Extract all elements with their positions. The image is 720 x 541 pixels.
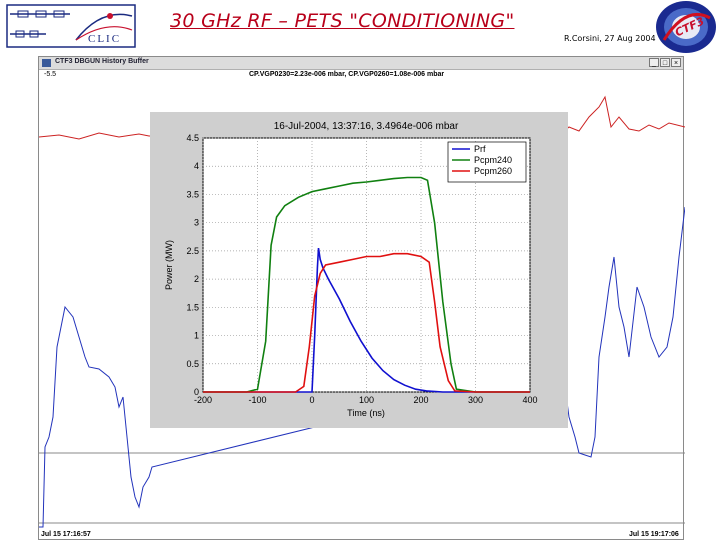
y-tick-label: 3 — [194, 218, 199, 228]
series-line-pcpm240 — [203, 176, 530, 393]
y-tick-label: 2 — [194, 274, 199, 284]
y-tick-label: 4.5 — [186, 133, 199, 143]
x-tick-label: 100 — [359, 395, 374, 405]
scale-value: -5.5 — [44, 71, 57, 78]
y-tick-label: 4 — [194, 161, 199, 171]
x-axis-label: Time (ns) — [347, 408, 385, 418]
red-pressure-trace — [39, 95, 685, 140]
chart-title: 16-Jul-2004, 13:37:16, 3.4964e-006 mbar — [274, 121, 459, 132]
time-end-label: Jul 15 19:17:06 — [629, 531, 679, 538]
clic-logo: CLIC — [6, 4, 136, 48]
close-button[interactable]: × — [671, 58, 681, 67]
history-buffer-window: CTF3 DBGUN History Buffer _ □ × -5.5 CP.… — [38, 56, 685, 540]
legend-entry: Prf — [474, 144, 486, 154]
series-line-prf — [203, 247, 530, 393]
window-titlebar: CTF3 DBGUN History Buffer _ □ × — [39, 57, 683, 70]
y-tick-label: 3.5 — [186, 189, 199, 199]
maximize-button[interactable]: □ — [660, 58, 670, 67]
legend-entry: Pcpm260 — [474, 166, 512, 176]
y-tick-label: 0 — [194, 387, 199, 397]
y-tick-label: 1 — [194, 331, 199, 341]
tick-layer: -200 -100 0 100 200 300 400 0 0.5 1 1.5 2 2.5 3 3.5 4 4.… — [186, 133, 537, 405]
x-tick-label: 200 — [413, 395, 428, 405]
power-plot-inset: 16-Jul-2004, 13:37:16, 3.4964e-006 mbar … — [150, 112, 568, 428]
series-line-pcpm260 — [203, 252, 530, 393]
x-tick-label: 300 — [468, 395, 483, 405]
x-tick-label: 0 — [309, 395, 314, 405]
window-title: CTF3 DBGUN History Buffer — [55, 58, 149, 65]
x-tick-label: -200 — [194, 395, 212, 405]
slide-title: 30 GHz RF – PETS "CONDITIONING" — [170, 10, 515, 32]
y-tick-label: 2.5 — [186, 246, 199, 256]
series-layer — [203, 176, 530, 393]
app-icon — [42, 59, 51, 67]
power-chart: 16-Jul-2004, 13:37:16, 3.4964e-006 mbar … — [164, 121, 538, 418]
y-tick-label: 1.5 — [186, 302, 199, 312]
ctf3-logo: CTF3 — [654, 0, 718, 54]
credit-line: R.Corsini, 27 Aug 2004 — [564, 34, 656, 43]
x-tick-label: -100 — [248, 395, 266, 405]
pressure-header: CP.VGP0230=2.23e-006 mbar, CP.VGP0260=1.… — [249, 71, 445, 78]
time-start-label: Jul 15 17:16:57 — [41, 531, 91, 538]
clic-logo-text: CLIC — [88, 33, 121, 45]
legend-entry: Pcpm240 — [474, 155, 512, 165]
y-tick-label: 0.5 — [186, 359, 199, 369]
y-axis-label: Power (MW) — [164, 240, 174, 290]
x-tick-label: 400 — [522, 395, 537, 405]
grid-layer — [202, 137, 531, 393]
minimize-button[interactable]: _ — [649, 58, 659, 67]
